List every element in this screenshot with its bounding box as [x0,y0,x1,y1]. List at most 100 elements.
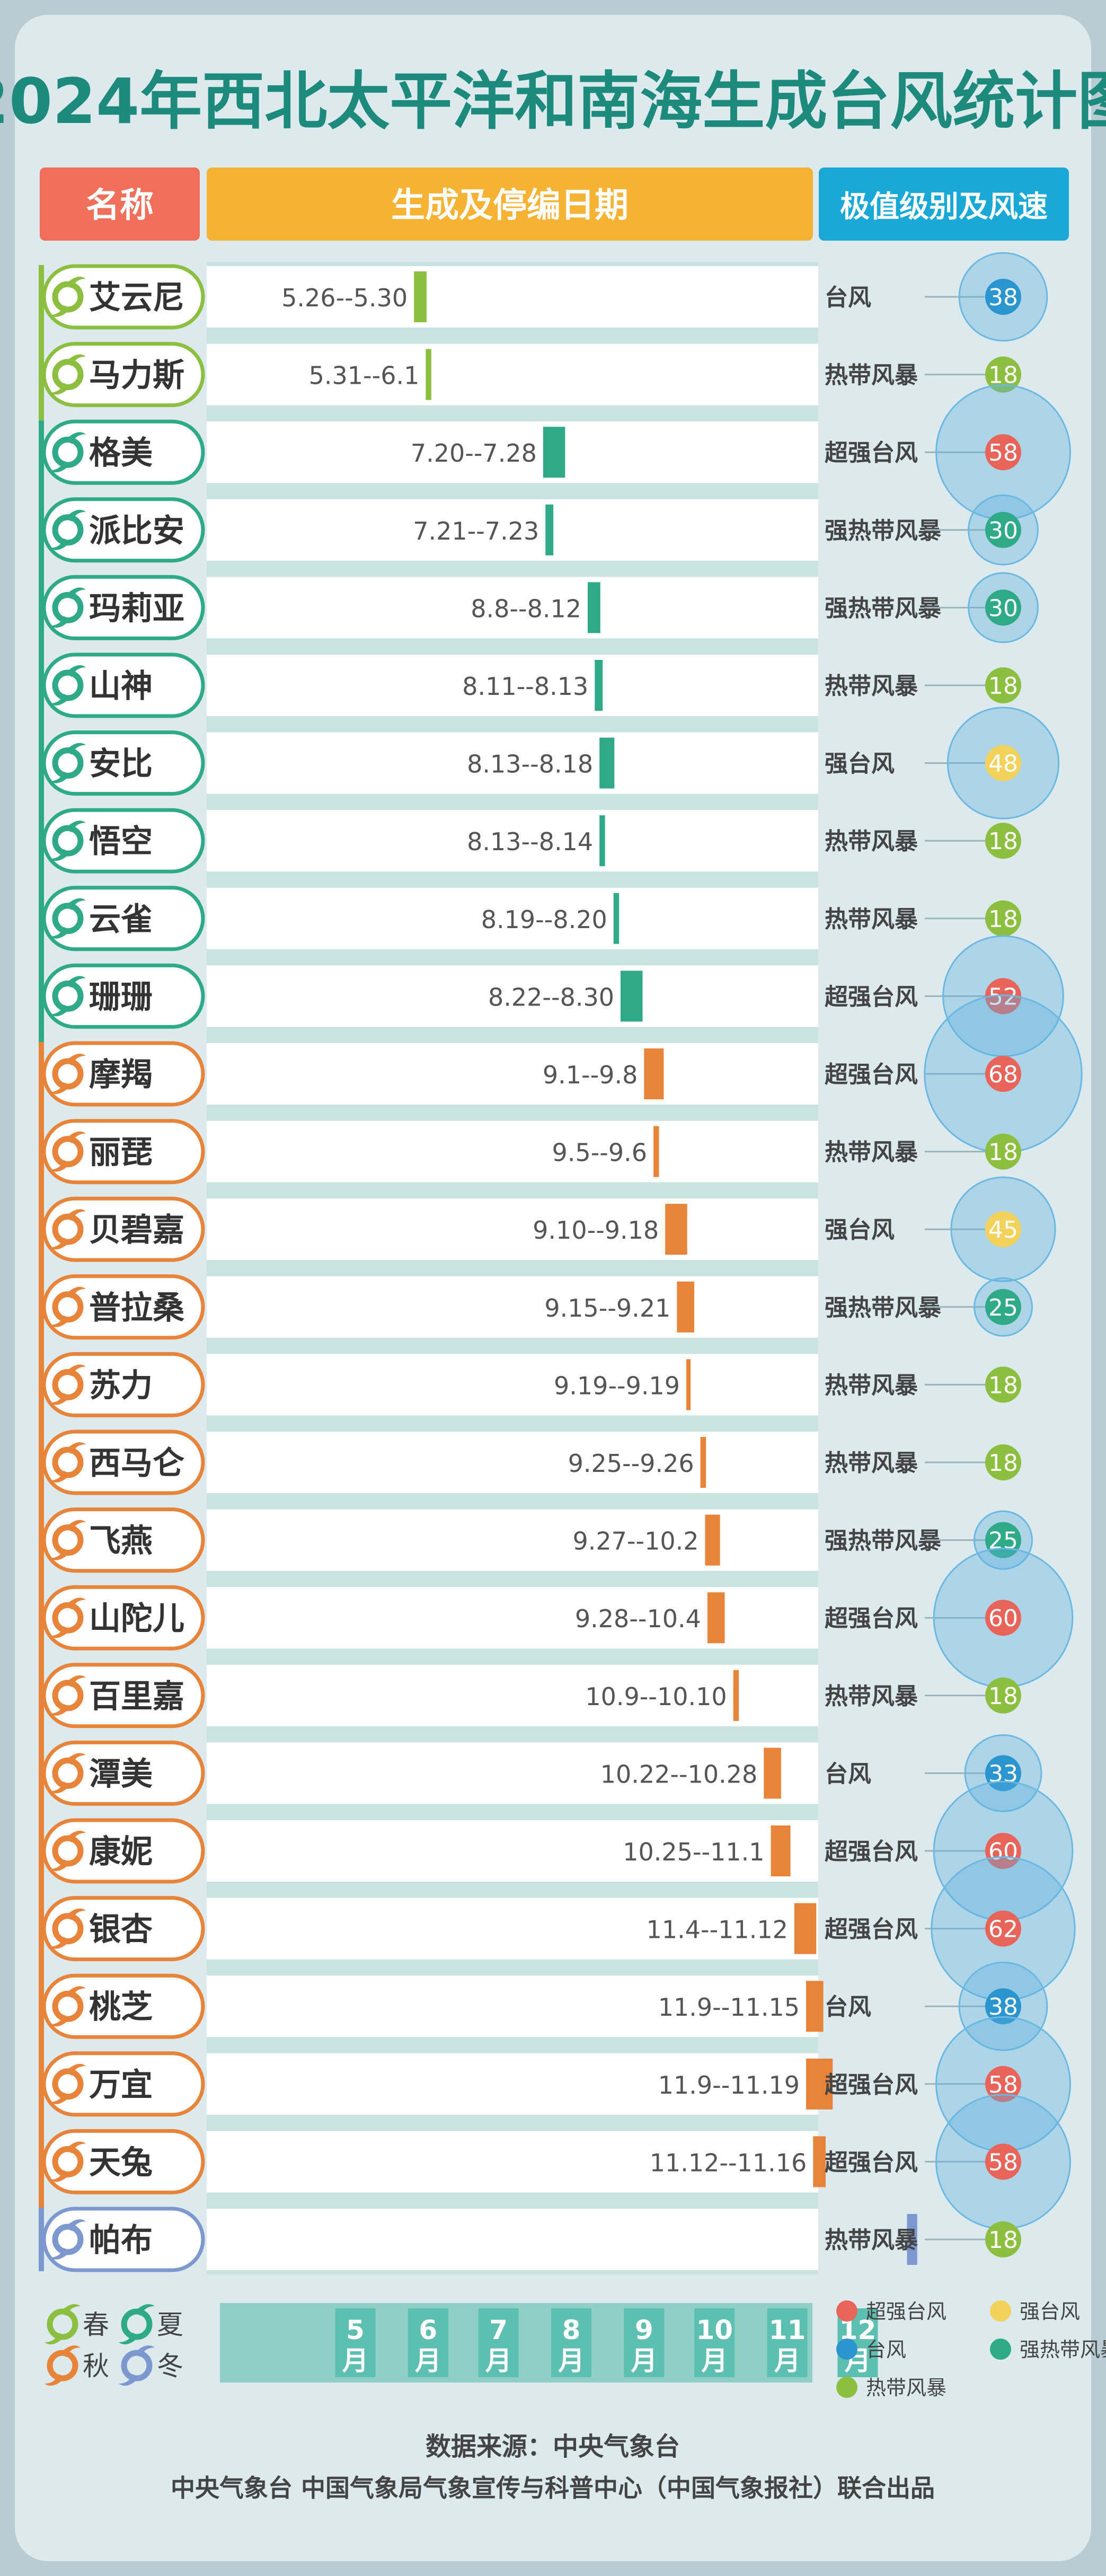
season-legend-icon-arm-bottom [119,2374,140,2386]
month-tick [694,2308,735,2377]
month-tick [551,2308,592,2377]
season-typhoon-icon [50,2219,86,2260]
row-track [207,421,818,483]
season-typhoon-icon-arm-top [65,898,86,910]
month-label: 8 [562,2315,581,2345]
season-typhoon-icon-arm-bottom [50,771,71,783]
row-track [207,1742,818,1804]
season-typhoon-icon [50,1598,86,1638]
season-typhoon-icon-arm-bottom [50,1160,71,1172]
month-tick [478,2308,519,2377]
name-pill [42,1041,205,1107]
typhoon-row: 云雀 8.19--8.20 热带风暴 [42,886,996,951]
duration-bar [414,271,427,322]
typhoon-name: 山神 [89,668,153,705]
month-tick [767,2308,808,2377]
name-pill [42,1663,205,1728]
level-dot [985,1833,1021,1869]
duration-bar [806,1981,824,2032]
season-typhoon-icon-arm-top [65,1908,86,1920]
date-range-label: 11.9--11.19 [658,2071,800,2099]
season-typhoon-icon-arm-bottom [50,1626,71,1638]
season-typhoon-icon-arm-top [65,354,86,366]
season-typhoon-icon-arm-bottom [50,2092,71,2104]
level-dot [985,511,1021,548]
row-track [207,1509,818,1571]
season-typhoon-icon [50,432,86,473]
season-typhoon-icon-arm-top [65,2141,86,2154]
wind-speed-value: 52 [988,983,1018,1010]
month-tick [408,2308,448,2377]
typhoon-row: 银杏 11.4--11.12 超强台风 [42,1896,996,1962]
level-legend-dot [836,2300,857,2322]
season-legend-icon-ring [121,2350,153,2381]
level-dot [985,1910,1021,1947]
level-label: 强热带风暴 [825,517,941,544]
wind-speed-value: 58 [988,2149,1018,2176]
row-track [207,655,818,716]
typhoon-name: 西马仑 [89,1445,184,1482]
duration-bar [599,815,605,867]
name-pill [42,1896,205,1962]
season-typhoon-icon-arm-bottom [50,1082,71,1094]
typhoon-row: 派比安 7.21--7.23 强热带风暴 [42,497,996,563]
duration-bar [813,2136,826,2187]
level-dot [985,2221,1021,2257]
level-dot [985,1133,1021,1170]
month-label: 10 [696,2315,733,2345]
name-pill [42,963,205,1029]
header-name: 名称 [86,186,154,225]
season-typhoon-icon [50,665,86,705]
season-typhoon-icon-arm-top [65,665,86,677]
row-track [207,1121,818,1183]
name-pill [42,1585,205,1651]
name-pill [42,1507,205,1573]
typhoon-name: 飞燕 [89,1523,153,1560]
season-typhoon-icon-arm-top [65,1131,86,1143]
typhoon-row: 山神 8.11--8.13 热带风暴 [42,652,996,718]
level-dot [985,745,1021,781]
duration-bar [771,1825,791,1876]
season-typhoon-icon-arm-bottom [50,1238,71,1250]
date-range-label: 8.11--8.13 [462,672,588,701]
season-typhoon-icon-arm-top [65,509,86,522]
level-dot [985,823,1021,859]
season-typhoon-icon-arm-bottom [50,1937,71,1949]
level-legend-dot [836,2377,857,2398]
level-dot [985,978,1021,1014]
name-pill [42,730,205,796]
date-range-label: 9.25--9.26 [568,1449,694,1478]
typhoon-row: 山陀儿 9.28--10.4 超强台风 [42,1585,996,1651]
typhoon-name: 银杏 [89,1911,153,1948]
season-legend-icon-arm-bottom [119,2333,140,2344]
season-typhoon-icon-arm-bottom [50,1004,71,1017]
typhoon-name: 艾云尼 [89,279,184,316]
date-range-label: 10.25--11.1 [623,1838,764,1866]
typhoon-name: 安比 [89,746,153,783]
season-spine [39,265,44,421]
level-legend-label: 台风 [866,2338,906,2361]
season-legend-icon [119,2345,155,2386]
level-label: 台风 [825,1760,871,1787]
row-track [207,1354,818,1416]
month-label-unit: 月 [774,2345,801,2376]
duration-bar [665,1204,687,1255]
wind-speed-value: 18 [988,362,1018,389]
header-dates-box [207,167,813,241]
season-legend-icon-ring [47,2350,78,2381]
timeline-area [207,262,818,2274]
row-track [207,732,818,794]
typhoon-row: 艾云尼 5.26--5.30 台风 [42,264,996,330]
season-typhoon-icon-arm-bottom [50,1781,71,1794]
level-label: 热带风暴 [825,1450,918,1477]
month-label: 6 [419,2315,437,2345]
season-typhoon-icon [50,1209,86,1250]
date-range-label: 8.19--8.20 [481,905,607,934]
row-track [207,2209,818,2270]
typhoon-row: 康妮 10.25--11.1 超强台风 [42,1818,996,1884]
wind-speed-value: 18 [988,828,1018,855]
header-name-box [40,167,200,241]
row-track [207,1276,818,1338]
date-range-label: 11.4--11.12 [647,1916,788,1944]
